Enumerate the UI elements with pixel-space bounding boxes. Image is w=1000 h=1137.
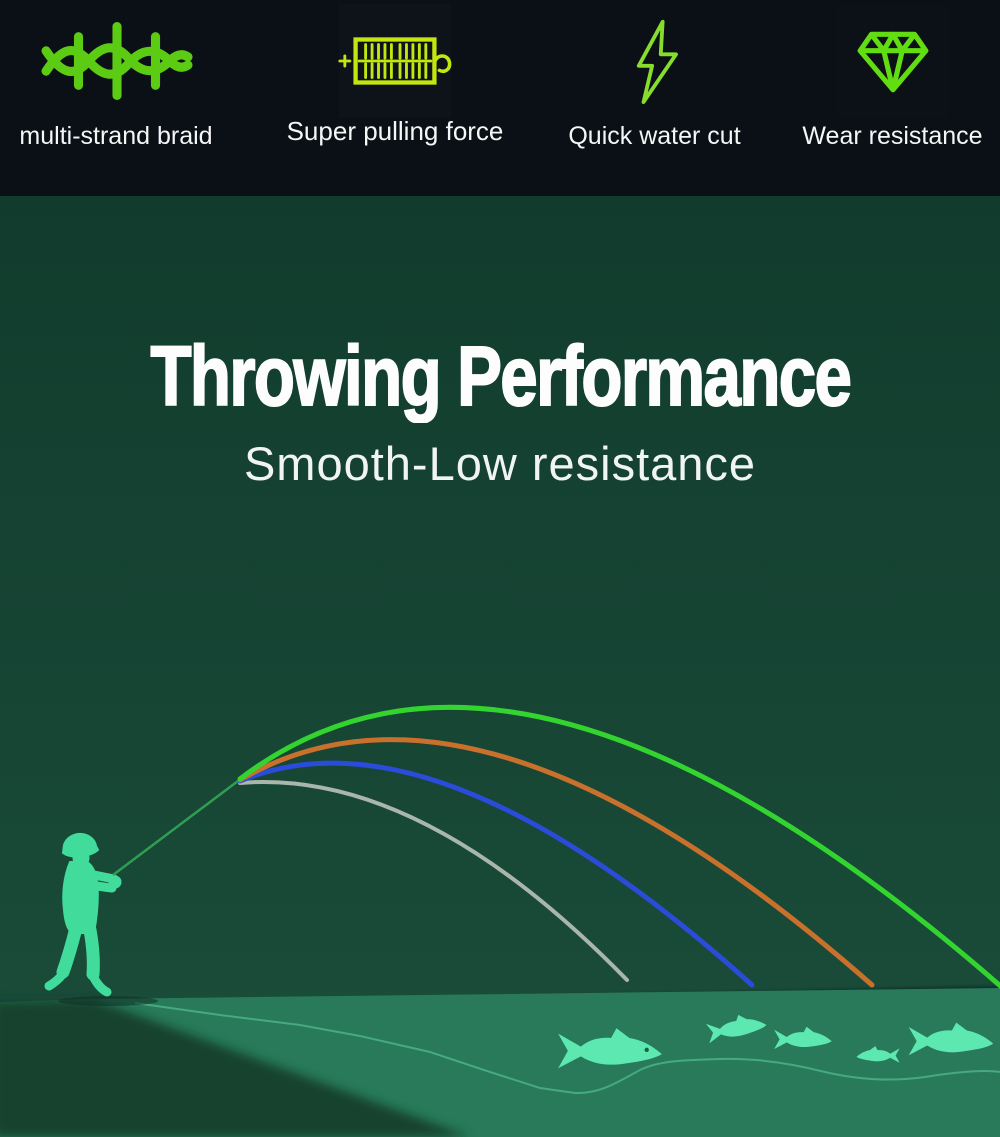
fisherman-shadow — [58, 996, 158, 1006]
foot — [88, 971, 112, 997]
fish-school — [558, 1010, 994, 1069]
feature-label: multi-strand braid — [19, 122, 213, 150]
icon-box — [626, 0, 684, 122]
icon-box — [40, 0, 193, 122]
icon-tile — [338, 4, 452, 118]
cast-arc-green — [237, 704, 1000, 989]
foot — [44, 970, 67, 991]
leg — [83, 923, 100, 981]
feature-label: Wear resistance — [802, 122, 983, 150]
fish-eye — [644, 1047, 649, 1052]
feature-label: Quick water cut — [568, 122, 741, 150]
arm — [79, 878, 117, 893]
feature-wear-resistance: Wear resistance — [790, 0, 995, 196]
force-gauge-icon — [338, 37, 452, 85]
cast-arc-blue — [237, 760, 755, 988]
icon-box — [338, 0, 452, 122]
hands — [108, 875, 122, 889]
feature-super-pulling-force: Super pulling force — [280, 0, 510, 196]
cast-arc-orange — [237, 737, 875, 988]
shoreline-wave-line — [134, 1002, 1000, 1095]
icon-box — [836, 0, 949, 122]
arm — [79, 868, 119, 884]
bank-shadow-wedge — [0, 999, 470, 1137]
lightning-icon — [636, 19, 678, 104]
hero-background — [0, 196, 1000, 1137]
page-title-text: Throwing Performance — [149, 329, 852, 424]
feature-quick-water-cut: Quick water cut — [552, 0, 757, 196]
leg — [56, 921, 83, 979]
cast-arc-gray — [238, 780, 629, 982]
fishing-rod-line — [112, 780, 239, 876]
feature-bar: multi-strand braid — [0, 0, 1000, 196]
diamond-icon — [857, 31, 928, 93]
fish-icon — [558, 1028, 662, 1069]
feature-label: Super pulling force — [286, 116, 504, 146]
feature-multi-strand-braid: multi-strand braid — [10, 0, 222, 196]
braid-icon — [41, 21, 193, 101]
icon-tile — [836, 4, 949, 118]
page-title: Throwing Performance — [0, 329, 1000, 424]
subtitle: Smooth-Low resistance — [243, 437, 757, 490]
fisherman-silhouette — [44, 832, 122, 997]
